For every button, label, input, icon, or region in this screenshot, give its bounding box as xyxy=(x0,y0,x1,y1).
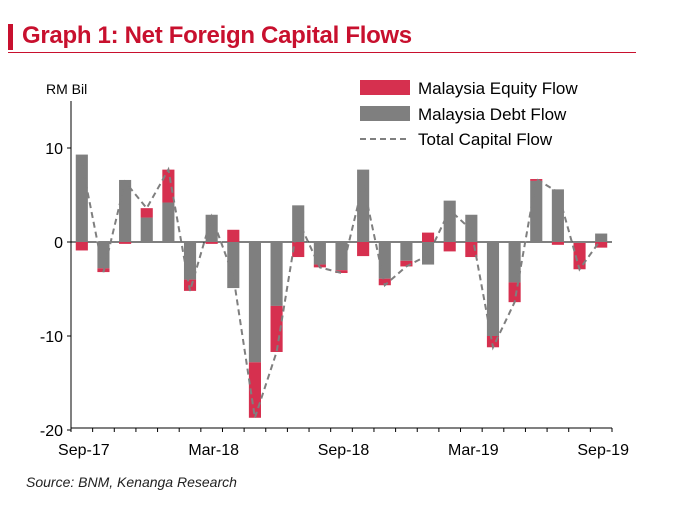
debt-bar xyxy=(270,242,283,306)
debt-bar xyxy=(378,242,391,279)
debt-bar xyxy=(357,169,370,242)
equity-bar xyxy=(551,242,564,245)
title-accent-bar xyxy=(8,24,13,50)
debt-bar xyxy=(313,242,326,265)
debt-bar xyxy=(573,242,586,243)
debt-bar xyxy=(508,242,521,283)
total-capital-flow-line xyxy=(80,162,603,419)
legend-label: Malaysia Debt Flow xyxy=(418,105,567,124)
legend: Malaysia Equity Flow Malaysia Debt Flow To… xyxy=(360,79,578,149)
total-line-group xyxy=(80,162,603,419)
title-underline xyxy=(8,52,636,53)
equity-bar xyxy=(400,260,413,267)
debt-bar xyxy=(205,214,218,242)
equity-bar xyxy=(422,232,435,242)
debt-bar xyxy=(162,202,175,242)
title-block: Graph 1: Net Foreign Capital Flows xyxy=(8,22,636,54)
debt-bar xyxy=(140,217,153,242)
equity-bar xyxy=(162,169,175,203)
equity-bar xyxy=(335,270,348,274)
equity-bar xyxy=(292,242,305,258)
legend-label: Malaysia Equity Flow xyxy=(418,79,578,98)
axes: 10 0 -10 -20 Sep-17 Mar-18 Sep-18 Mar-19 Sep-19 xyxy=(40,101,629,459)
debt-bar xyxy=(465,214,478,242)
equity-bar xyxy=(183,279,197,291)
x-tick-label: Mar-19 xyxy=(448,442,499,459)
equity-bar xyxy=(140,208,153,218)
equity-bar xyxy=(270,305,283,352)
debt-bar xyxy=(292,205,305,242)
x-tick-label: Sep-18 xyxy=(318,442,370,459)
legend-equity-swatch xyxy=(360,80,410,95)
legend-debt-swatch xyxy=(360,106,410,121)
x-tick-label: Sep-17 xyxy=(58,442,110,459)
debt-bar xyxy=(227,242,240,289)
legend-label: Total Capital Flow xyxy=(418,130,553,149)
debt-bar xyxy=(400,242,413,261)
debt-bar xyxy=(486,242,500,336)
equity-bar xyxy=(595,242,608,248)
debt-bar xyxy=(595,233,608,242)
y-tick-label: -20 xyxy=(40,423,63,440)
equity-bar xyxy=(530,179,543,181)
equity-bar xyxy=(486,336,500,348)
chart-svg: RM Bil 10 0 -10 -20 Sep-17 Mar-18 Sep-18 Mar-19… xyxy=(40,79,629,459)
debt-bar xyxy=(551,189,564,242)
debt-bar xyxy=(335,242,348,271)
source-note: Source: BNM, Kenanga Research xyxy=(26,474,237,490)
equity-bar xyxy=(573,242,586,270)
equity-bar xyxy=(75,242,88,251)
y-axis-label: RM Bil xyxy=(46,81,87,97)
y-tick-label: -10 xyxy=(40,329,63,346)
equity-bar xyxy=(378,278,391,286)
y-tick-label: 10 xyxy=(45,141,63,158)
x-tick-label: Mar-18 xyxy=(188,442,239,459)
bars-group xyxy=(75,154,608,418)
y-tick-label: 0 xyxy=(54,235,63,252)
page-title: Graph 1: Net Foreign Capital Flows xyxy=(22,22,412,49)
equity-bar xyxy=(357,242,370,257)
equity-bar xyxy=(443,242,456,252)
debt-bar xyxy=(119,179,132,242)
x-tick-label: Sep-19 xyxy=(577,442,629,459)
debt-bar xyxy=(530,180,543,242)
equity-bar xyxy=(508,282,521,303)
equity-bar xyxy=(227,229,240,242)
debt-bar xyxy=(443,200,456,242)
equity-bar xyxy=(205,242,218,244)
equity-bar xyxy=(119,242,132,244)
debt-bar xyxy=(248,242,261,363)
